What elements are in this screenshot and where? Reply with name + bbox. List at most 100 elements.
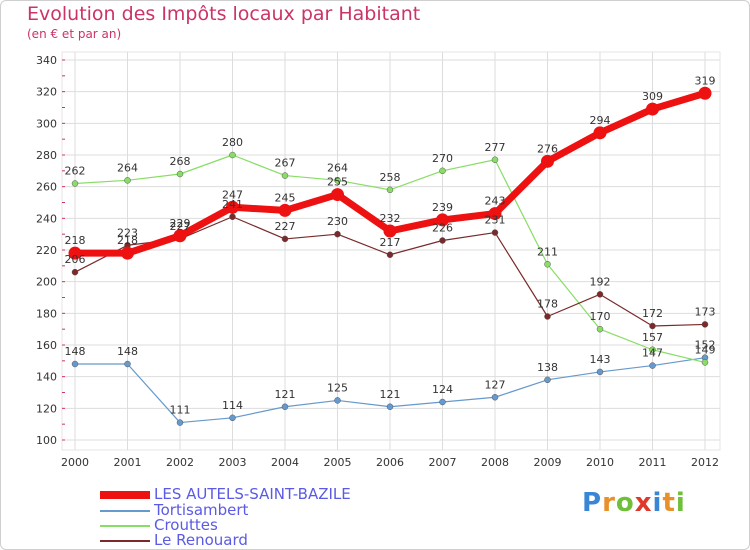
data-point-0	[173, 229, 187, 243]
data-point-2	[439, 167, 446, 175]
data-label-3: 230	[327, 215, 348, 228]
data-point-2	[491, 156, 499, 163]
y-tick-label: 220	[36, 244, 57, 257]
data-point-0	[593, 126, 607, 140]
data-point-0	[68, 246, 82, 260]
legend-label-les-autels: LES AUTELS-SAINT-BAZILE	[154, 485, 351, 503]
data-label-1: 114	[222, 399, 243, 412]
data-point-2	[544, 261, 551, 268]
data-point-0	[646, 102, 659, 116]
data-label-1: 148	[117, 345, 138, 358]
legend-label-crouttes: Crouttes	[154, 516, 218, 534]
data-point-2	[71, 180, 79, 187]
data-label-2: 149	[695, 343, 716, 356]
x-tick-label: 2009	[534, 456, 562, 469]
y-tick-label: 340	[36, 54, 57, 67]
data-point-0	[488, 207, 502, 221]
data-point-0	[541, 154, 554, 168]
legend-swatch-les-autels	[100, 491, 150, 499]
chart-title: Evolution des Impôts locaux par Habitant	[27, 3, 421, 25]
data-point-0	[383, 224, 397, 238]
logo-letter: r	[602, 488, 616, 518]
x-tick-label: 2004	[271, 456, 299, 469]
chart-subtitle: (en € et par an)	[27, 27, 122, 41]
proxiti-logo: Proxiti	[582, 488, 686, 518]
x-tick-label: 2003	[219, 456, 247, 469]
x-tick-label: 2002	[166, 456, 194, 469]
logo-letter: i	[652, 488, 663, 518]
data-label-2: 264	[117, 161, 138, 174]
x-tick-label: 2006	[376, 456, 404, 469]
data-point-0	[436, 213, 449, 227]
data-point-0	[278, 203, 292, 217]
data-label-0: 218	[117, 234, 138, 247]
legend-swatch-tortisambert	[100, 510, 150, 512]
data-point-1	[334, 397, 341, 404]
y-tick-label: 100	[36, 434, 57, 447]
data-label-2: 277	[485, 141, 506, 154]
data-point-1	[649, 362, 656, 369]
data-label-0: 309	[642, 90, 663, 103]
y-tick-label: 240	[36, 212, 57, 225]
x-tick-label: 2011	[639, 456, 667, 469]
data-label-2: 170	[590, 310, 611, 323]
y-tick-label: 280	[36, 149, 57, 162]
data-label-2: 264	[327, 161, 348, 174]
y-tick-label: 160	[36, 339, 57, 352]
data-label-0: 294	[590, 114, 611, 127]
data-label-1: 121	[380, 388, 401, 401]
data-point-3	[386, 251, 394, 258]
data-label-0: 255	[327, 176, 348, 189]
data-point-2	[701, 359, 709, 366]
data-label-0: 276	[537, 142, 558, 155]
data-label-3: 227	[275, 220, 296, 233]
data-label-3: 241	[222, 198, 243, 211]
logo-letter: x	[634, 488, 653, 518]
data-point-1	[281, 403, 289, 410]
data-point-2	[649, 346, 656, 353]
data-point-0	[331, 188, 344, 202]
data-point-1	[386, 403, 394, 410]
x-tick-label: 2007	[429, 456, 457, 469]
data-point-2	[386, 186, 394, 194]
data-point-3	[281, 235, 289, 243]
data-label-2: 211	[537, 245, 558, 258]
data-point-1	[176, 419, 184, 426]
y-tick-label: 260	[36, 181, 57, 194]
data-label-3: 172	[642, 307, 663, 320]
data-point-1	[124, 360, 131, 368]
y-tick-label: 320	[36, 86, 57, 99]
data-label-2: 262	[65, 165, 86, 178]
data-label-0: 319	[695, 74, 716, 87]
data-label-0: 243	[485, 195, 506, 208]
data-point-3	[649, 322, 656, 330]
data-point-1	[596, 368, 604, 376]
x-tick-label: 2008	[481, 456, 509, 469]
data-label-0: 218	[65, 234, 86, 247]
data-label-3: 206	[65, 253, 86, 266]
data-label-2: 267	[275, 157, 296, 170]
data-label-3: 217	[380, 236, 401, 249]
legend-swatch-crouttes	[100, 525, 150, 527]
data-point-0	[698, 86, 712, 100]
legend-swatch-le-renouard	[100, 540, 150, 542]
y-tick-label: 300	[36, 117, 57, 130]
data-label-1: 143	[590, 353, 611, 366]
data-point-2	[124, 177, 131, 184]
data-label-1: 148	[65, 345, 86, 358]
data-point-3	[229, 213, 236, 220]
legend-label-le-renouard: Le Renouard	[154, 531, 248, 549]
plot-area	[61, 51, 721, 451]
data-label-3: 178	[537, 298, 558, 311]
data-label-2: 157	[642, 331, 663, 344]
data-label-0: 245	[275, 191, 296, 204]
data-label-1: 127	[485, 378, 506, 391]
data-point-2	[176, 170, 184, 178]
data-point-2	[229, 151, 236, 159]
data-label-3: 192	[590, 275, 611, 288]
data-label-1: 124	[432, 383, 453, 396]
y-tick-label: 200	[36, 276, 57, 289]
y-tick-label: 120	[36, 402, 57, 415]
data-point-3	[491, 229, 499, 236]
